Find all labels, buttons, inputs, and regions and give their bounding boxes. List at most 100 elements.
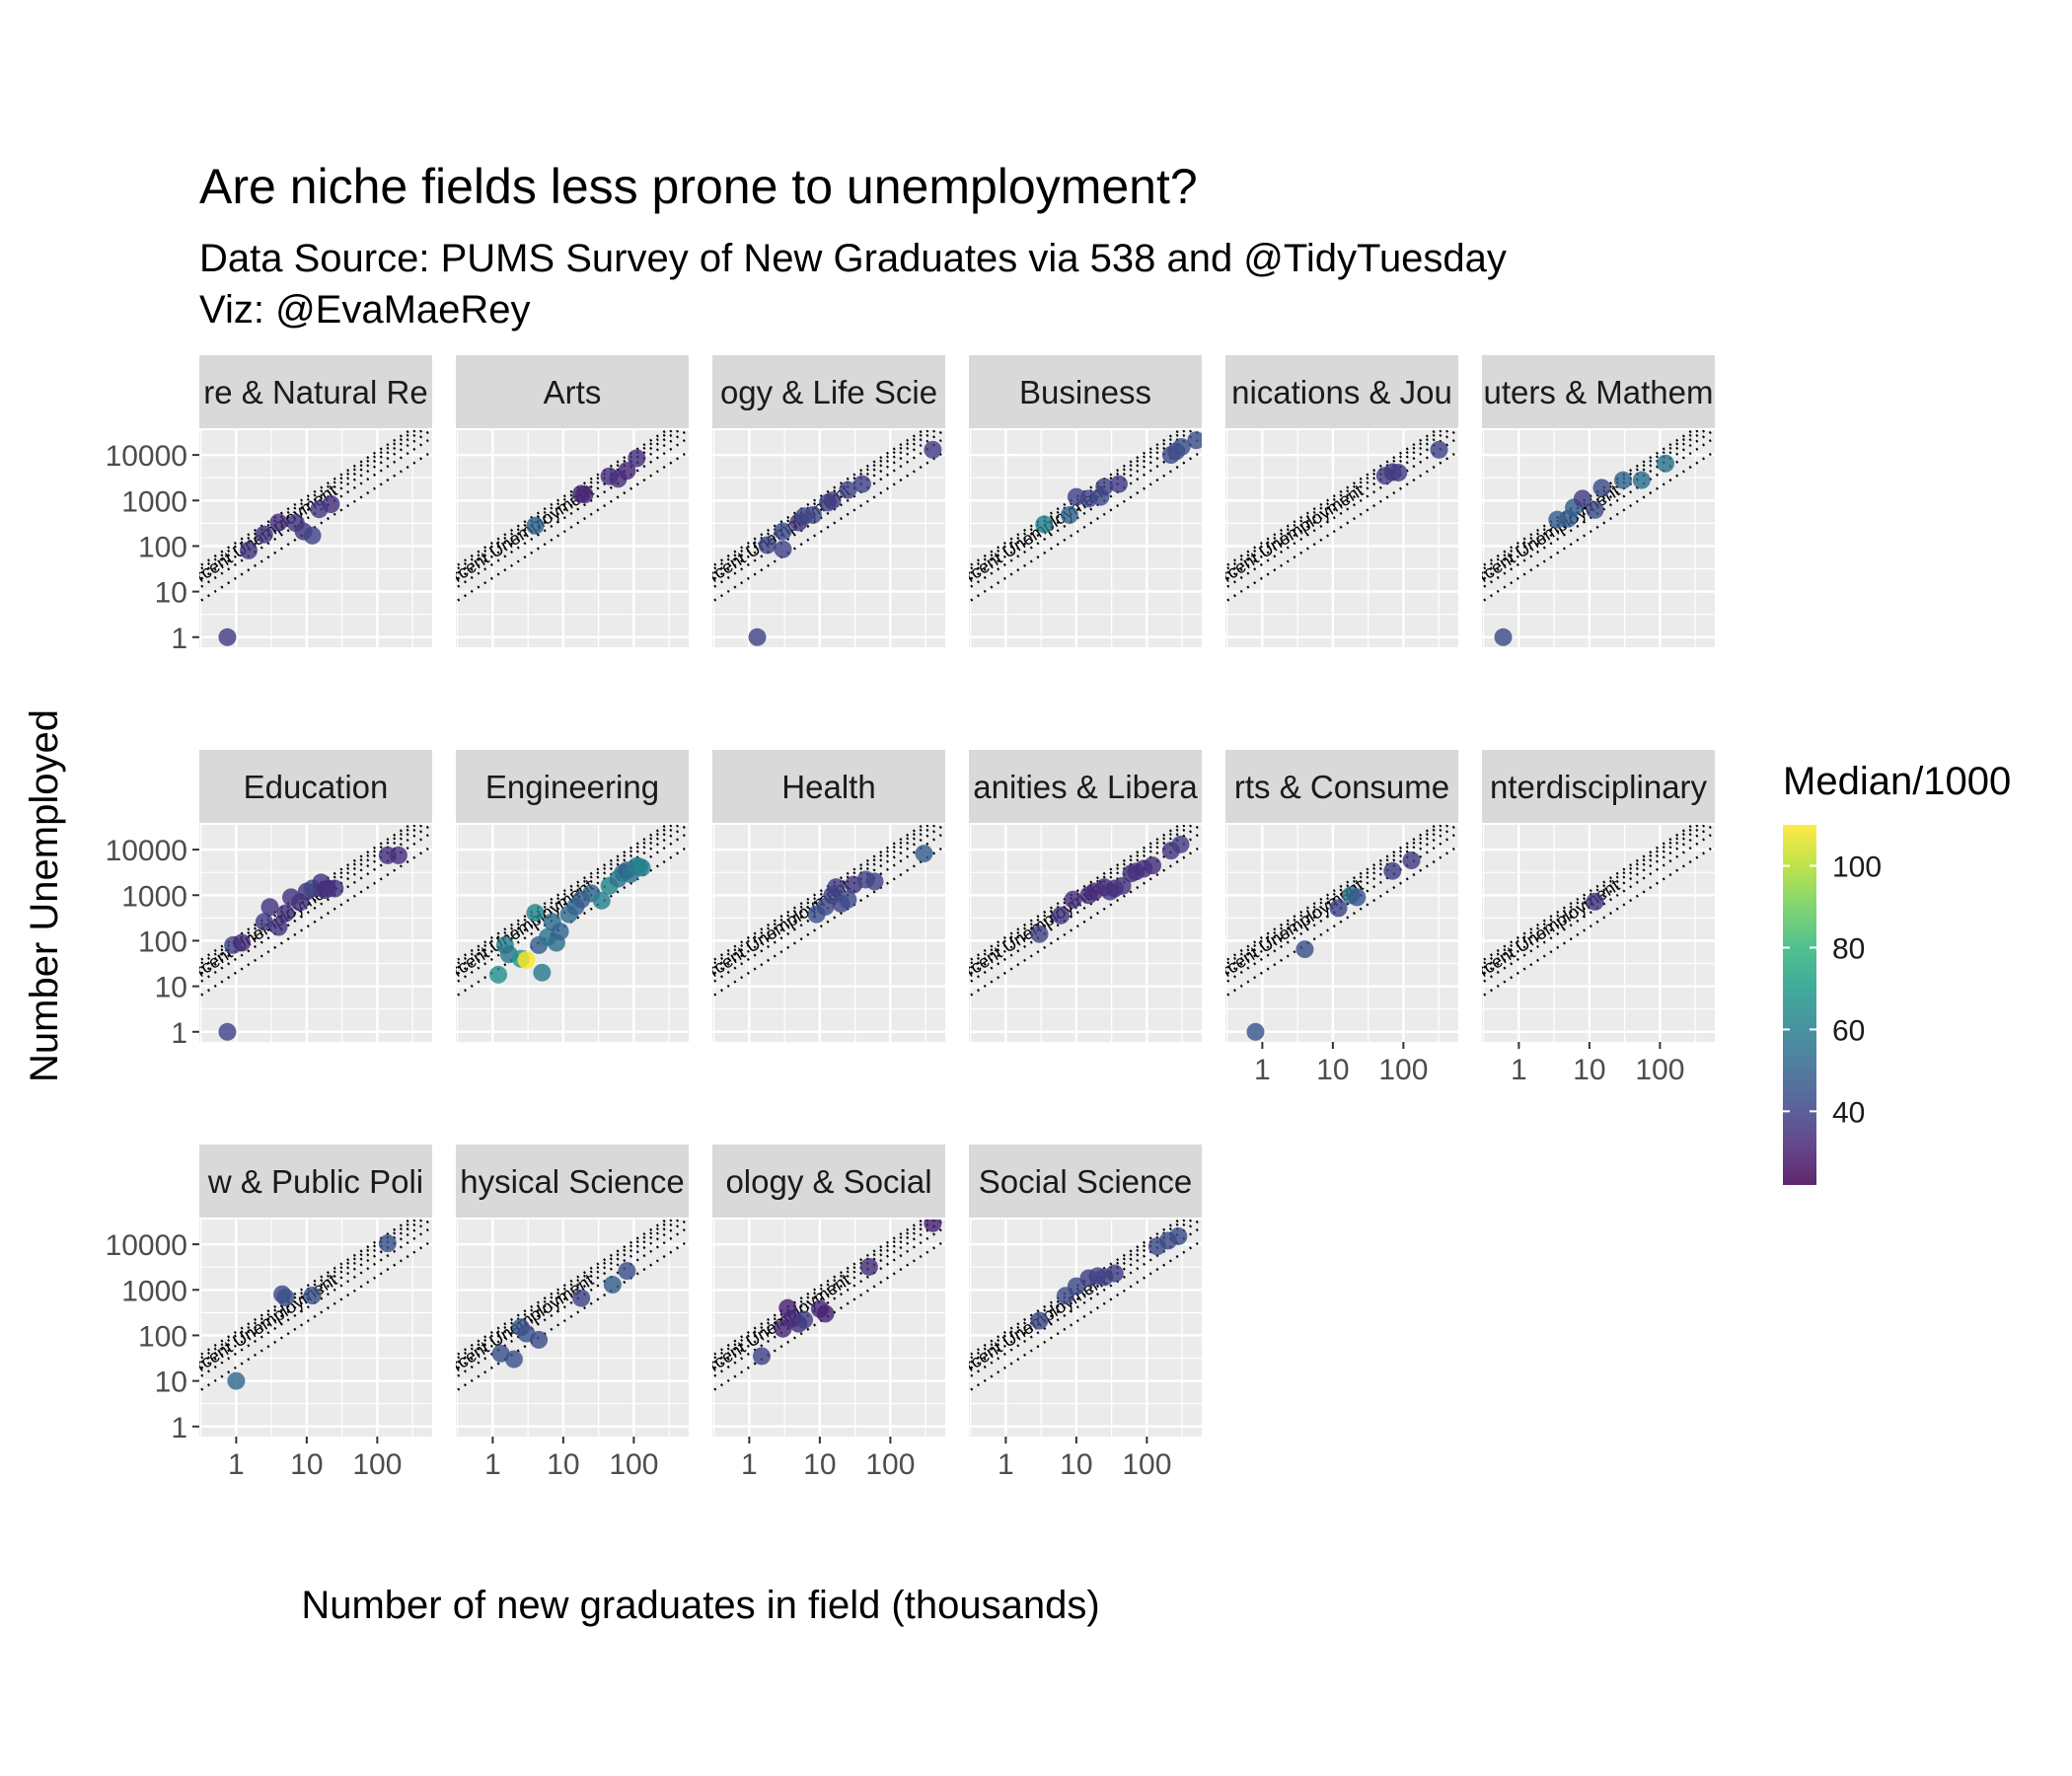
reference-line [969,825,1188,967]
reference-line [712,845,945,999]
data-point [303,1287,322,1305]
data-point [572,1289,591,1307]
reference-line [1225,450,1458,604]
y-tick-label: 10000 [106,1229,187,1262]
data-point [1171,835,1190,853]
x-tick-label: 10 [1316,1054,1349,1086]
reference-line [1225,430,1439,568]
reference-line [456,430,675,572]
reference-line [456,430,689,582]
panel-background [1482,825,1715,1042]
panel-background [1225,430,1458,647]
reference-line [456,1239,689,1393]
reference-line [1482,825,1701,967]
data-point [1187,431,1202,450]
data-point [1030,1311,1049,1330]
data-point [839,481,857,499]
data-point [255,525,273,544]
y-tick-label: 100 [138,1320,187,1353]
x-tick-label: 100 [865,1448,915,1481]
reference-line [712,831,945,985]
data-point [1052,906,1071,925]
data-point [218,1022,237,1041]
data-point [322,495,340,514]
facet-strip-label: anities & Libera [973,769,1198,805]
x-tick-label: 100 [1122,1448,1171,1481]
reference-line [199,1220,418,1362]
data-point [803,505,822,524]
data-point [748,628,767,646]
facet-strip [1482,750,1715,823]
data-point [774,522,792,541]
facet-strip-label: Business [1019,374,1151,410]
data-point [1586,500,1604,519]
y-tick-label: 1 [171,1017,187,1050]
data-point [533,963,552,982]
reference-line [712,825,931,967]
facet-strip [199,1145,432,1218]
data-point [218,628,237,646]
reference-line [1482,825,1715,977]
data-point [1632,471,1651,489]
reference-line [969,430,1202,582]
reference-line [1482,845,1715,999]
data-point [1383,861,1402,880]
reference-line [969,825,1182,963]
data-point [1329,899,1348,918]
reference-line [1225,825,1444,967]
y-tick-label: 100 [138,531,187,563]
reference-line [456,825,675,967]
data-point [239,541,258,559]
x-tick-label: 100 [1378,1054,1428,1086]
x-tick-label: 1 [228,1448,245,1481]
data-point [526,516,545,535]
facet-strip-label: uters & Mathem [1484,374,1714,410]
reference-line [456,825,682,971]
data-point [233,933,252,952]
reference-line [199,1220,412,1358]
legend-tick-label: 40 [1832,1096,1865,1129]
reference-line [199,1225,432,1379]
reference-line [199,430,412,568]
data-point [1586,892,1604,911]
data-point [924,1220,942,1232]
x-tick-label: 100 [609,1448,658,1481]
reference-line [1482,825,1708,971]
panel-background [1482,430,1715,647]
x-tick-label: 1 [1254,1054,1271,1086]
facet-strip-label: Health [781,769,875,805]
data-point [1169,1226,1188,1245]
data-point [603,1276,622,1295]
facet-strip [712,355,945,428]
data-point [827,878,846,897]
reference-line [456,825,669,963]
y-tick-label: 1 [171,623,187,655]
facet-strip [456,355,689,428]
panel-background [199,1220,432,1437]
reference-line [712,1220,931,1362]
reference-line [199,436,432,590]
legend-tick-label: 60 [1832,1014,1865,1047]
reference-line [456,1220,675,1362]
data-point [618,462,636,481]
data-point [1657,454,1675,473]
reference-line [1482,831,1715,985]
data-point [378,1234,397,1253]
reference-line [199,450,432,604]
y-tick-label: 10 [155,1367,187,1399]
facet-strip-label: ogy & Life Scie [720,374,937,410]
reference-line [456,825,689,977]
y-tick-label: 1000 [121,880,187,913]
y-tick-label: 1000 [121,485,187,518]
y-tick-label: 1 [171,1412,187,1444]
facet-strip-label: hysical Science [460,1163,684,1200]
